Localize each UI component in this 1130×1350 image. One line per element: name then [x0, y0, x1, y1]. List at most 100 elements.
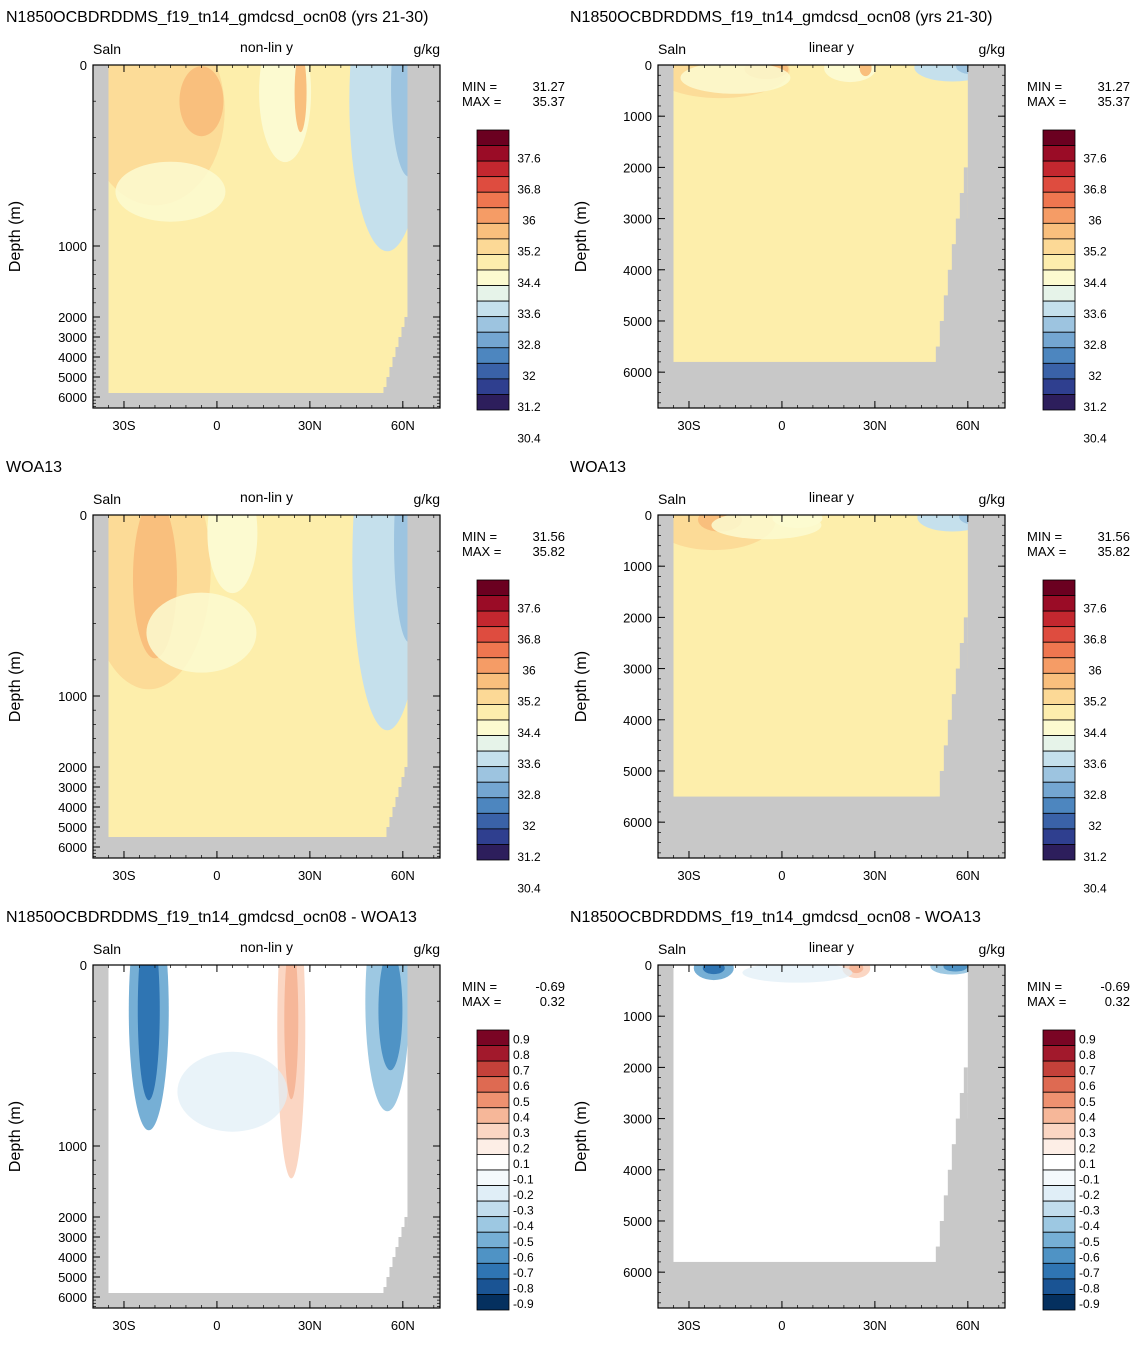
- x-tick-label: 30N: [298, 1318, 322, 1333]
- colorbar-swatch: [476, 129, 510, 146]
- max-value: 35.82: [1097, 544, 1130, 559]
- colorbar-label: 33.6: [517, 757, 541, 771]
- panel-title: N1850OCBDRDDMS_f19_tn14_gmdcsd_ocn08 - W…: [570, 909, 981, 926]
- colorbar-label: 30.4: [517, 431, 541, 445]
- plot-area: [93, 65, 440, 408]
- colorbar-swatch: [1042, 688, 1076, 705]
- weak-negative: [177, 1051, 288, 1132]
- weak-negative: [742, 965, 853, 983]
- colorbar-swatch: [1042, 579, 1076, 596]
- land-south: [658, 515, 674, 858]
- colorbar-swatch: [1042, 1029, 1076, 1046]
- panel-woa_nonlin: 0 1000 2000 3000 4000 5000 6000 30S 0 30N 60N WOA13…: [6, 459, 565, 895]
- axis-scale-label: linear y: [809, 939, 854, 955]
- max-value: 0.32: [540, 994, 565, 1009]
- colorbar-swatch: [476, 1294, 510, 1311]
- x-tick-label: 0: [213, 418, 220, 433]
- colorbar-label: 36: [1088, 664, 1102, 678]
- y-tick-label: 0: [80, 958, 87, 973]
- colorbar-swatch: [1042, 750, 1076, 768]
- colorbar-swatch: [476, 781, 510, 799]
- colorbar-label: 30.4: [1083, 431, 1107, 445]
- colorbar-swatch: [476, 610, 510, 628]
- colorbar-swatch: [476, 145, 510, 162]
- min-label: MIN =: [1027, 979, 1062, 994]
- min-label: MIN =: [462, 79, 497, 94]
- y-tick-label: 4000: [58, 350, 87, 365]
- sea-floor: [108, 1293, 408, 1308]
- y-axis-label: Depth (m): [573, 201, 590, 272]
- variable-label: Saln: [658, 41, 686, 57]
- colorbar-swatch: [476, 207, 510, 224]
- colorbar-label: 37.6: [1083, 151, 1107, 165]
- colorbar-label: -0.4: [1079, 1219, 1100, 1233]
- fresh-tongue: [207, 515, 258, 594]
- intermediate-water: [680, 65, 791, 94]
- panel-model_nonlin: 0 1000 2000 3000 4000 5000 6000 30S 0 30N 60N N1850…: [6, 9, 565, 445]
- x-tick-label: 30S: [677, 868, 700, 883]
- colorbar-swatch: [476, 1262, 510, 1280]
- axis-scale-label: linear y: [809, 489, 854, 505]
- y-tick-label: 1000: [623, 1009, 652, 1024]
- slope-step: [935, 346, 968, 408]
- colorbar-swatch: [476, 1185, 510, 1202]
- colorbar-label: 32: [1088, 369, 1102, 383]
- colorbar-swatch: [1042, 719, 1076, 736]
- intermediate-water: [146, 592, 257, 673]
- colorbar-label: 35.2: [517, 695, 541, 709]
- y-tick-label: 3000: [623, 1112, 652, 1127]
- colorbar-label: 0.3: [1079, 1126, 1096, 1140]
- min-value: -0.69: [1100, 979, 1130, 994]
- land-north: [967, 65, 1005, 408]
- colorbar-swatch: [476, 766, 510, 783]
- colorbar-label: 30.4: [517, 881, 541, 895]
- colorbar-label: 36.8: [517, 182, 541, 196]
- y-tick-label: 2000: [623, 610, 652, 625]
- y-tick-label: 6000: [623, 365, 652, 380]
- x-tick-label: 30N: [863, 418, 887, 433]
- y-tick-label: 1000: [623, 109, 652, 124]
- colorbar-swatch: [1042, 1262, 1076, 1280]
- colorbar-swatch: [1042, 657, 1076, 674]
- colorbar-swatch: [1042, 207, 1076, 224]
- colorbar-label: 0.9: [513, 1033, 530, 1047]
- y-tick-label: 0: [645, 508, 652, 523]
- colorbar-label: 31.2: [517, 400, 541, 414]
- axis-scale-label: non-lin y: [240, 939, 293, 955]
- colorbar-swatch: [1042, 844, 1076, 861]
- colorbar-label: 0.4: [513, 1110, 530, 1124]
- colorbar-swatch: [476, 812, 510, 830]
- colorbar-swatch: [476, 1045, 510, 1062]
- units-label: g/kg: [414, 41, 440, 57]
- colorbar-swatch: [476, 641, 510, 659]
- colorbar-label: -0.6: [513, 1250, 534, 1264]
- colorbar-swatch: [1042, 129, 1076, 146]
- y-tick-label: 0: [645, 958, 652, 973]
- colorbar-swatch: [1042, 1060, 1076, 1078]
- negative-anomaly-north-core: [378, 965, 403, 1071]
- colorbar-swatch: [1042, 285, 1076, 302]
- y-tick-label: 4000: [58, 800, 87, 815]
- y-tick-label: 3000: [623, 662, 652, 677]
- colorbar-label: 32.8: [1083, 338, 1107, 352]
- colorbar-swatch: [476, 828, 510, 845]
- colorbar-swatch: [1042, 1294, 1076, 1311]
- land-south: [93, 965, 109, 1308]
- colorbar-label: 36.8: [1083, 632, 1107, 646]
- x-tick-label: 0: [213, 868, 220, 883]
- colorbar-swatch: [1042, 1185, 1076, 1202]
- negative-anomaly-core: [702, 965, 725, 975]
- colorbar-swatch: [476, 1278, 510, 1295]
- slope-step: [383, 837, 408, 858]
- intermediate-water: [115, 161, 226, 222]
- plot-frame: [657, 964, 1006, 1309]
- colorbar-swatch: [1042, 1076, 1076, 1093]
- min-label: MIN =: [1027, 529, 1062, 544]
- colorbar-swatch: [1042, 1138, 1076, 1155]
- colorbar-swatch: [1042, 1231, 1076, 1249]
- y-tick-label: 0: [645, 58, 652, 73]
- colorbar-swatch: [1042, 269, 1076, 286]
- colorbar-swatch: [1042, 735, 1076, 752]
- salty-streak: [859, 65, 872, 77]
